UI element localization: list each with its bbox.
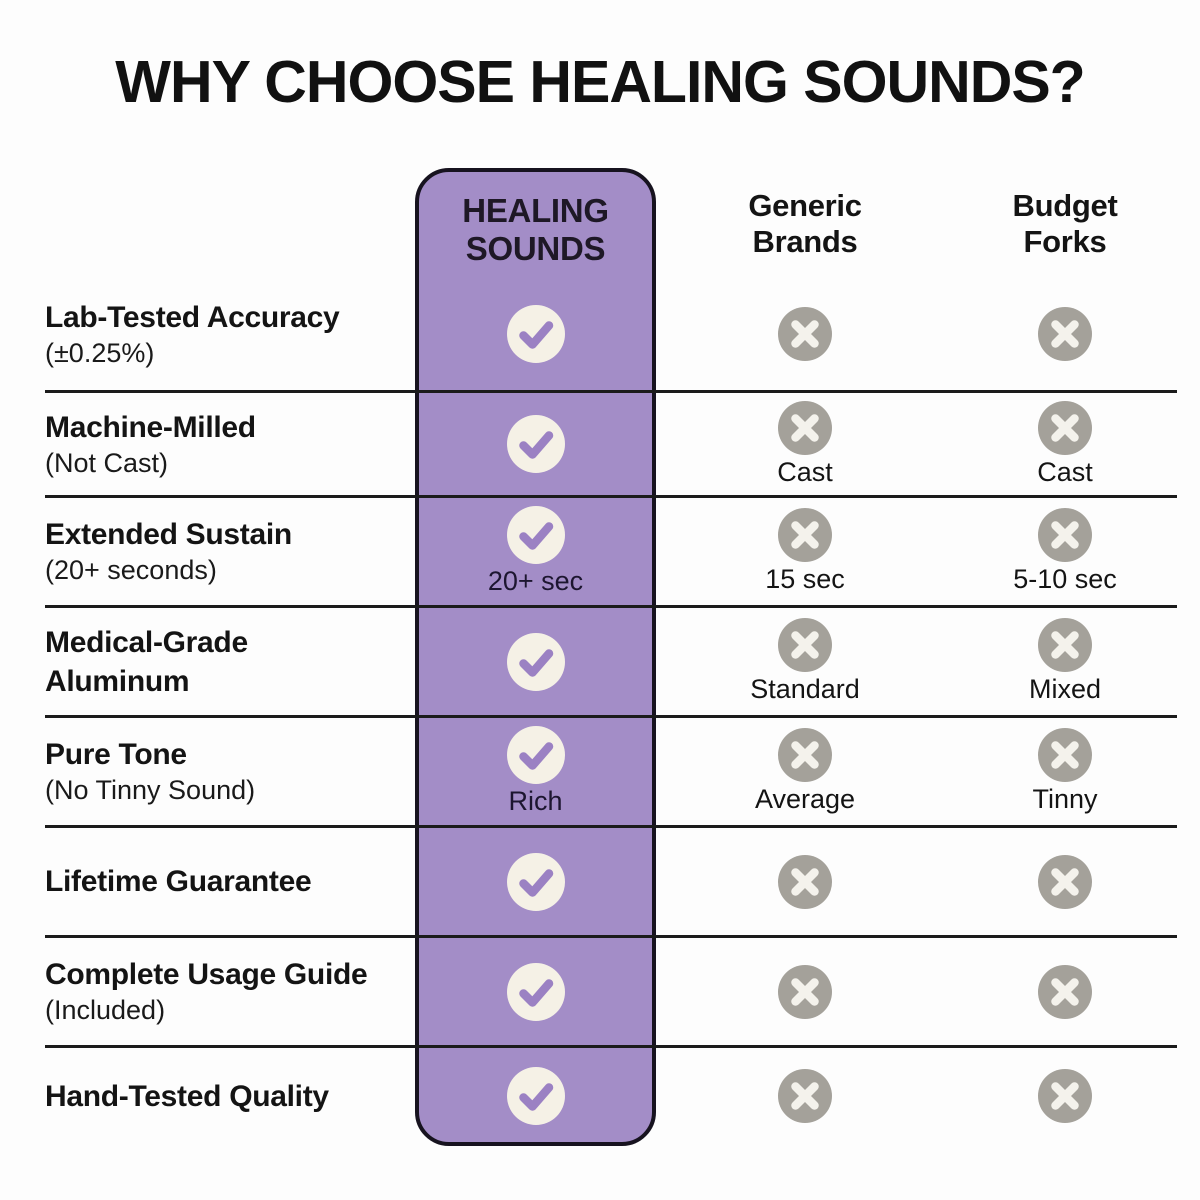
row-divider [45, 935, 1177, 938]
row-divider [45, 495, 1177, 498]
x-icon [778, 965, 832, 1019]
row-divider [45, 605, 1177, 608]
feature-name: Lifetime Guarantee [45, 865, 312, 898]
check-icon [507, 1067, 565, 1125]
budget-forks-cell: Tinny [952, 718, 1178, 825]
healing-sounds-cell [415, 938, 656, 1045]
feature-cell: Lab-Tested Accuracy (±0.25%) [45, 278, 410, 390]
x-icon [1038, 965, 1092, 1019]
x-icon [1038, 728, 1092, 782]
generic-brands-cell: Standard [660, 608, 950, 715]
x-icon [778, 307, 832, 361]
feature-cell: Medical-Grade Aluminum [45, 608, 410, 715]
healing-sounds-cell [415, 278, 656, 390]
healing-sounds-cell: Rich [415, 718, 656, 825]
table-row: Lab-Tested Accuracy (±0.25%) [0, 278, 1200, 390]
row-divider [45, 825, 1177, 828]
page-title: WHY CHOOSE HEALING SOUNDS? [115, 49, 1085, 115]
check-icon [507, 726, 565, 784]
generic-brands-cell: 15 sec [660, 498, 950, 605]
check-icon [507, 415, 565, 473]
x-icon [1038, 307, 1092, 361]
generic-brands-cell: Cast [660, 393, 950, 495]
feature-subtext: (±0.25%) [45, 337, 155, 368]
x-icon [1038, 855, 1092, 909]
healing-sounds-cell [415, 393, 656, 495]
row-divider [45, 390, 1177, 393]
check-icon [507, 633, 565, 691]
column-header-healing-sounds: HEALING SOUNDS [462, 192, 609, 268]
feature-name: Lab-Tested Accuracy [45, 300, 340, 334]
feature-cell: Complete Usage Guide (Included) [45, 938, 410, 1045]
table-row: Hand-Tested Quality [0, 1048, 1200, 1144]
x-icon [778, 508, 832, 562]
cell-value-label: Cast [1037, 456, 1093, 487]
healing-sounds-cell [415, 608, 656, 715]
healing-sounds-cell [415, 828, 656, 935]
budget-forks-cell [952, 938, 1178, 1045]
table-row: Medical-Grade Aluminum Standard Mixed [0, 608, 1200, 715]
healing-sounds-cell: 20+ sec [415, 498, 656, 605]
cell-value-label: Tinny [1032, 784, 1098, 814]
feature-subtext: (20+ seconds) [45, 555, 217, 586]
feature-cell: Hand-Tested Quality [45, 1048, 410, 1144]
budget-forks-cell: Mixed [952, 608, 1178, 715]
budget-forks-cell [952, 828, 1178, 935]
table-row: Lifetime Guarantee [0, 828, 1200, 935]
check-icon [507, 963, 565, 1021]
table-row: Complete Usage Guide (Included) [0, 938, 1200, 1045]
feature-subtext: (No Tinny Sound) [45, 775, 256, 806]
budget-forks-cell [952, 1048, 1178, 1144]
column-header-budget-forks: Budget Forks [1012, 188, 1118, 259]
cell-value-label: Rich [508, 786, 563, 816]
check-icon [507, 853, 565, 911]
column-header-generic-brands: Generic Brands [748, 188, 862, 259]
cell-value-label: Mixed [1028, 674, 1102, 704]
table-row: Extended Sustain (20+ seconds) 20+ sec 1… [0, 498, 1200, 605]
x-icon [1038, 1069, 1092, 1123]
cell-value-label: 15 sec [765, 564, 845, 594]
x-icon [778, 1069, 832, 1123]
healing-sounds-cell [415, 1048, 656, 1144]
budget-forks-cell: 5-10 sec [952, 498, 1178, 605]
generic-brands-cell [660, 278, 950, 390]
check-icon [507, 506, 565, 564]
feature-name: Machine-Milled [45, 410, 256, 444]
cell-value-label: 20+ sec [487, 566, 584, 596]
generic-brands-cell [660, 828, 950, 935]
x-icon [778, 401, 832, 455]
budget-forks-cell: Cast [952, 393, 1178, 495]
cell-value-label: Standard [750, 674, 860, 704]
generic-brands-cell [660, 1048, 950, 1144]
feature-name: Medical-Grade Aluminum [45, 625, 248, 698]
feature-name: Extended Sustain [45, 518, 292, 552]
check-icon [507, 305, 565, 363]
x-icon [1038, 618, 1092, 672]
row-divider [45, 1045, 1177, 1048]
table-row: Machine-Milled (Not Cast) Cast Cast [0, 393, 1200, 495]
x-icon [1038, 508, 1092, 562]
feature-subtext: (Included) [45, 995, 166, 1026]
feature-cell: Pure Tone (No Tinny Sound) [45, 718, 410, 825]
feature-name: Hand-Tested Quality [45, 1079, 329, 1113]
table-row: Pure Tone (No Tinny Sound) Rich Average … [0, 718, 1200, 825]
generic-brands-cell: Average [660, 718, 950, 825]
cell-value-label: Average [754, 784, 856, 814]
feature-name: Pure Tone [45, 738, 187, 772]
budget-forks-cell [952, 278, 1178, 390]
cell-value-label: 5-10 sec [1013, 564, 1117, 594]
x-icon [1038, 401, 1092, 455]
feature-cell: Extended Sustain (20+ seconds) [45, 498, 410, 605]
x-icon [778, 618, 832, 672]
x-icon [778, 728, 832, 782]
feature-cell: Machine-Milled (Not Cast) [45, 393, 410, 495]
x-icon [778, 855, 832, 909]
generic-brands-cell [660, 938, 950, 1045]
feature-name: Complete Usage Guide [45, 958, 368, 992]
feature-cell: Lifetime Guarantee [45, 828, 410, 935]
row-divider [45, 715, 1177, 718]
cell-value-label: Cast [777, 456, 833, 487]
feature-subtext: (Not Cast) [45, 447, 169, 478]
